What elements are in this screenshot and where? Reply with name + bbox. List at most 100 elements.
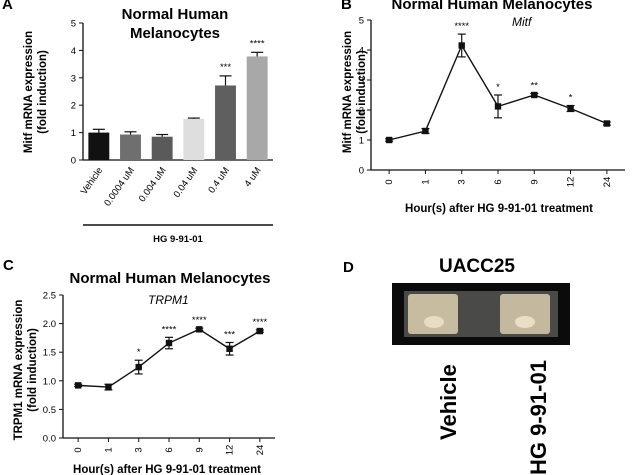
b-data-point bbox=[531, 91, 538, 99]
treated-pellet bbox=[515, 316, 535, 328]
a-ytick-label: 4 bbox=[71, 46, 76, 57]
c-xtick-label: 1 bbox=[103, 447, 114, 452]
b-ytick-label: 5 bbox=[359, 16, 364, 27]
a-bar bbox=[120, 134, 141, 160]
panel-b-ylabel-line2: (fold induction) bbox=[356, 50, 368, 134]
c-ytick-label: 0.5 bbox=[43, 405, 56, 416]
panel-c-ylabel-line1: TRPM1 mRNA expression bbox=[13, 300, 25, 441]
a-ytick-label: 3 bbox=[71, 73, 76, 84]
c-xtick-label: 3 bbox=[134, 447, 145, 452]
b-significance: * bbox=[569, 93, 573, 104]
b-significance: ** bbox=[531, 81, 539, 92]
b-xtick-label: 9 bbox=[529, 179, 540, 184]
b-ytick-label: 0 bbox=[359, 166, 364, 177]
a-xtick-label: 0.04 uM bbox=[172, 165, 201, 199]
a-bar bbox=[183, 118, 205, 160]
vehicle-tube bbox=[408, 294, 458, 334]
b-xtick-label: 0 bbox=[384, 179, 395, 184]
c-significance: **** bbox=[192, 315, 207, 326]
a-ytick-label: 2 bbox=[71, 101, 76, 112]
panel-c-title: Normal Human Melanocytes bbox=[70, 270, 271, 287]
a-bar bbox=[246, 56, 268, 160]
a-xtick-label: 0.0004 uM bbox=[102, 165, 137, 208]
b-ytick-label: 3 bbox=[359, 76, 364, 87]
a-bar bbox=[151, 136, 173, 160]
c-data-point bbox=[135, 363, 142, 371]
c-data-point bbox=[196, 326, 203, 333]
a-xtick-label: 0.4 uM bbox=[206, 165, 232, 195]
c-data-point bbox=[226, 345, 233, 352]
b-significance: **** bbox=[454, 21, 469, 32]
b-data-point bbox=[603, 120, 611, 127]
c-significance: * bbox=[137, 347, 141, 358]
a-significance: **** bbox=[250, 38, 265, 49]
b-data-point bbox=[494, 103, 502, 110]
c-ytick-label: 1.0 bbox=[43, 376, 56, 387]
b-xtick-label: 6 bbox=[493, 179, 504, 184]
panel-b-gene-label: Mitf bbox=[512, 15, 533, 29]
c-ytick-label: 1.5 bbox=[43, 348, 56, 359]
b-ytick-label: 4 bbox=[359, 46, 364, 57]
a-bar bbox=[215, 85, 236, 160]
panel-b-title: Normal Human Melanocytes bbox=[392, 0, 593, 13]
panel-b-ylabel-line1: Mitf mRNA expression bbox=[342, 31, 354, 153]
panel-a-title-line2: Melanocytes bbox=[130, 25, 220, 42]
a-bar bbox=[88, 132, 110, 160]
c-xtick-label: 12 bbox=[225, 445, 236, 456]
c-ytick-label: 2.0 bbox=[43, 319, 56, 330]
c-significance: **** bbox=[162, 324, 177, 335]
b-xtick-label: 3 bbox=[457, 179, 468, 184]
panel-a-treatment-label: HG 9-91-01 bbox=[153, 234, 203, 245]
cell-pellet-photo bbox=[392, 283, 570, 345]
panel-a-ylabel-line2: (fold induction) bbox=[37, 50, 49, 134]
a-ytick-label: 1 bbox=[71, 128, 76, 139]
c-xtick-label: 0 bbox=[73, 447, 84, 452]
c-ytick-label: 2.5 bbox=[43, 291, 56, 302]
panel-letter-b: B bbox=[341, 0, 352, 13]
c-ytick-label: 0.0 bbox=[43, 434, 56, 445]
a-xtick-label: Vehicle bbox=[79, 165, 106, 196]
b-ytick-label: 2 bbox=[359, 106, 364, 117]
panel-c-plot: 0.0 0.5 1.0 1.5 2.0 2.5 0 1 * 3 **** 6 **** 9 *** 12 ***… bbox=[43, 291, 275, 456]
panel-d-label-vehicle: Vehicle bbox=[436, 364, 461, 440]
b-data-point bbox=[385, 136, 393, 144]
a-xtick-label: 4 uM bbox=[242, 165, 263, 189]
c-data-point bbox=[256, 327, 264, 335]
c-data-point bbox=[105, 383, 112, 391]
panel-letter-d: D bbox=[343, 259, 354, 276]
a-ytick-label: 5 bbox=[71, 19, 76, 30]
panel-c-ylabel-line2: (fold induction) bbox=[27, 328, 39, 412]
panel-letter-a: A bbox=[2, 0, 13, 13]
c-data-point bbox=[74, 382, 82, 389]
b-xtick-label: 1 bbox=[420, 179, 431, 184]
panel-letter-c: C bbox=[3, 257, 14, 274]
panel-d-title: UACC25 bbox=[439, 256, 515, 277]
c-significance: *** bbox=[224, 329, 235, 340]
a-xtick-label: 0.004 uM bbox=[137, 165, 169, 204]
c-significance: **** bbox=[252, 317, 267, 328]
treated-tube bbox=[500, 294, 550, 334]
b-data-point bbox=[567, 105, 574, 112]
c-data-point bbox=[165, 339, 173, 347]
c-xtick-label: 24 bbox=[255, 445, 266, 456]
b-xtick-label: 24 bbox=[602, 177, 613, 188]
a-ytick-label: 0 bbox=[71, 156, 76, 167]
panel-b-xlabel: Hour(s) after HG 9-91-01 treatment bbox=[405, 203, 593, 215]
vehicle-pellet bbox=[424, 316, 444, 328]
panel-c-gene-label: TRPM1 bbox=[148, 293, 189, 307]
b-significance: * bbox=[496, 82, 500, 93]
panel-a-title-line1: Normal Human bbox=[122, 6, 229, 23]
b-data-point bbox=[422, 127, 429, 135]
b-xtick-label: 12 bbox=[566, 177, 577, 188]
panel-c-xlabel: Hour(s) after HG 9-91-01 treatment bbox=[73, 464, 261, 475]
a-significance: *** bbox=[220, 62, 231, 73]
c-xtick-label: 6 bbox=[164, 447, 175, 452]
b-data-point bbox=[458, 42, 465, 49]
panel-d-label-treated: HG 9-91-01 bbox=[526, 360, 551, 475]
b-ytick-label: 1 bbox=[359, 136, 364, 147]
panel-a-ylabel-line1: Mitf mRNA expression bbox=[23, 31, 35, 153]
c-xtick-label: 9 bbox=[194, 447, 205, 452]
